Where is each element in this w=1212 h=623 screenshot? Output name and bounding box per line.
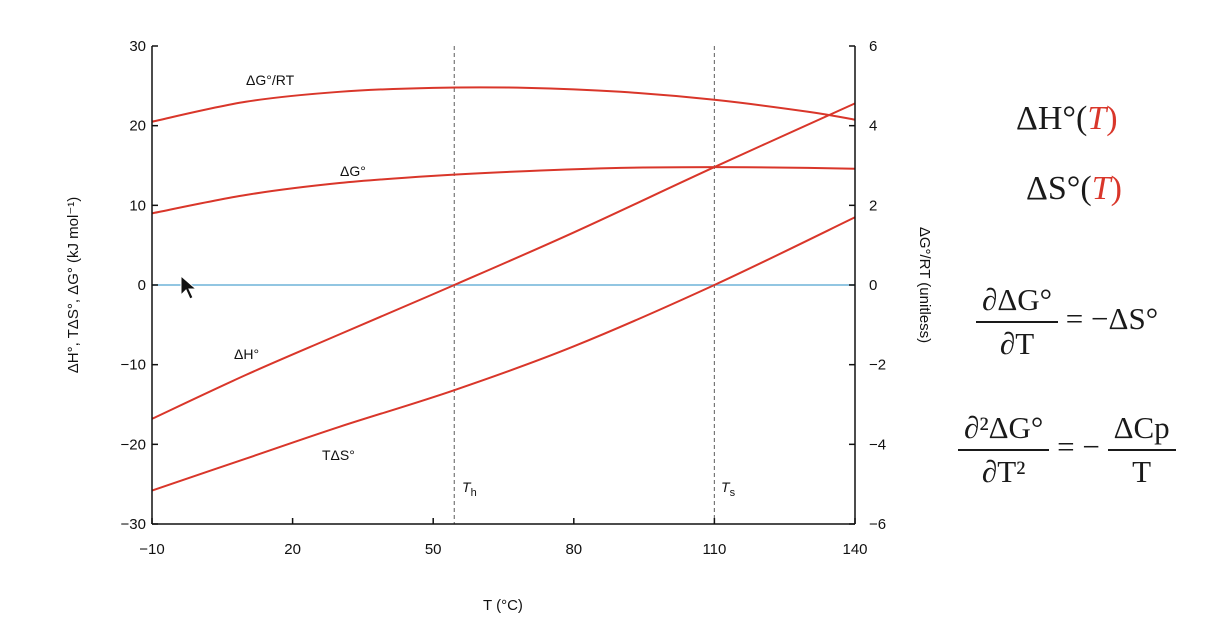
series-g-1-line	[151, 166, 856, 215]
label-ts: Ts	[721, 479, 736, 499]
y-tick-label-left: −10	[121, 357, 146, 374]
y-axis-title-right: ΔG°/RT (unitless)	[916, 227, 933, 343]
x-axis-title: T (°C)	[483, 597, 523, 614]
label-dg: ΔG°	[340, 163, 366, 179]
curves	[151, 86, 856, 492]
x-tick-label: −10	[139, 541, 164, 558]
y-tick-label-left: −30	[121, 516, 146, 533]
x-tick-label: 50	[425, 541, 442, 558]
equation-second-derivative: ∂²ΔG° ∂T² = − ΔCp T	[958, 410, 1176, 490]
reference-lines	[152, 46, 855, 524]
label-th: Th	[462, 479, 477, 499]
y-tick-label-right: 4	[869, 118, 877, 135]
fraction-d2g-dt2: ∂²ΔG° ∂T²	[958, 410, 1050, 490]
fraction-dcp-t: ΔCp T	[1107, 410, 1176, 490]
ticks: −10 20 50 80 110 1403020100−10−20−306420−2−4−…	[121, 38, 887, 558]
label-tds: TΔS°	[322, 447, 355, 463]
y-tick-label-right: 2	[869, 197, 877, 214]
series-h-2-line	[151, 102, 856, 420]
mouse-pointer-icon	[180, 275, 198, 300]
y-tick-label-left: −20	[121, 436, 146, 453]
y-axis-title-left: ΔH°, TΔS°, ΔG° (kJ mol⁻¹)	[65, 197, 82, 374]
y-tick-label-left: 20	[129, 118, 146, 135]
x-tick-label: 20	[284, 541, 301, 558]
x-tick-label: 80	[565, 541, 582, 558]
y-tick-label-right: 6	[869, 38, 877, 55]
y-tick-label-left: 0	[138, 277, 146, 294]
equation-enthalpy-of-t: ΔH°(T)	[1016, 100, 1118, 137]
y-tick-label-right: −4	[869, 436, 886, 453]
y-tick-label-right: 0	[869, 277, 877, 294]
annotations: ΔG°/RT ΔG° ΔH° TΔS° Th Ts T (°C) ΔH°, TΔ…	[65, 72, 933, 614]
series-grt-0-line	[151, 86, 856, 123]
equation-first-derivative: ∂ΔG° ∂T = −ΔS°	[976, 282, 1158, 362]
x-tick-label: 140	[842, 541, 867, 558]
series-ts-3-line	[151, 216, 856, 492]
label-dgrt: ΔG°/RT	[246, 72, 295, 88]
equation-entropy-of-t: ΔS°(T)	[1026, 170, 1122, 207]
y-tick-label-right: −6	[869, 516, 886, 533]
y-tick-label-left: 30	[129, 38, 146, 55]
y-tick-label-right: −2	[869, 357, 886, 374]
label-dh: ΔH°	[234, 346, 259, 362]
y-tick-label-left: 10	[129, 197, 146, 214]
x-tick-label: 110	[702, 541, 726, 558]
fraction-dg-dt: ∂ΔG° ∂T	[976, 282, 1059, 362]
